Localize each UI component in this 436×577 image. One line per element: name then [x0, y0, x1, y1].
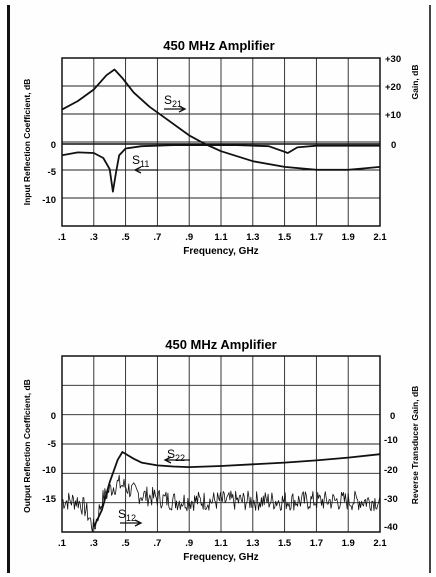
chart-2-y-left-tick: -5 [48, 439, 57, 450]
chart-1-x-tick: 1.5 [278, 232, 292, 243]
series-line-s21 [61, 68, 381, 171]
chart-2-series [61, 451, 381, 533]
chart-2-grid [62, 356, 380, 532]
chart-2-y-right-ticks: 0 -10 -20 -30 -40 [384, 411, 398, 533]
chart-2-y-right-tick: -10 [384, 435, 398, 446]
chart-1-x-axis-label: Frequency, GHz [183, 246, 258, 257]
chart-1-x-tick: .3 [90, 232, 98, 243]
chart-1-y-right-axis-label: Gain, dB [410, 65, 420, 100]
chart-2-x-tick: 1.5 [278, 538, 292, 549]
chart-2-x-tick: .1 [58, 538, 67, 549]
chart-1-y-right-tick: 0 [391, 140, 396, 151]
chart-2-x-tick: 1.1 [214, 538, 228, 549]
chart-1-x-tick: 2.1 [373, 232, 387, 243]
chart-1-x-tick: 1.9 [342, 232, 355, 243]
chart-1-y-right-tick: +20 [385, 82, 401, 93]
chart-2-x-axis-label: Frequency, GHz [183, 552, 258, 563]
chart-1-y-left-axis-label: Input Reflection Coefficient, dB [22, 79, 32, 206]
page-frame [7, 5, 431, 573]
chart-2-y-left-axis-label: Output Reflection Coefficient, dB [22, 379, 32, 513]
chart-2-y-right-axis-label: Reverse Transducer Gain, dB [410, 386, 420, 505]
series-line-s11 [61, 144, 380, 193]
chart-1-y-right-tick: +30 [385, 54, 401, 65]
series-line-s12 [61, 474, 381, 533]
chart-1-y-left-ticks: 0 -5 -10 [42, 140, 56, 206]
chart-1-series [61, 68, 381, 193]
chart-1-title: 450 MHz Amplifier [163, 38, 275, 53]
chart-2-plot-border [61, 355, 381, 533]
chart-2-x-tick: 1.3 [246, 538, 259, 549]
chart-1-x-tick: 1.1 [214, 232, 228, 243]
chart-2-s12-annotation: S12 [118, 507, 136, 523]
chart-2-x-tick: .3 [90, 538, 98, 549]
chart-2-title: 450 MHz Amplifier [165, 337, 277, 352]
chart-2-y-left-tick: -10 [42, 465, 56, 476]
chart-1-x-ticks: .1 .3 .5 .7 .9 1.1 1.3 1.5 1.7 1.9 2.1 [58, 232, 387, 243]
chart-1-x-tick: 1.3 [246, 232, 259, 243]
chart-2: 450 MHz Amplifier .1 .3 .5 .7 .9 1.1 1.3… [22, 337, 420, 563]
chart-1-y-right-ticks: +30 +20 +10 0 [385, 54, 401, 151]
chart-1-x-tick: 1.7 [310, 232, 323, 243]
chart-1-s21-arrow [164, 105, 187, 113]
chart-2-x-tick: .5 [122, 538, 131, 549]
chart-1-y-right-tick: +10 [385, 110, 401, 121]
chart-2-x-tick: 1.9 [342, 538, 355, 549]
chart-2-y-right-tick: -30 [384, 494, 398, 505]
chart-1-s21-annotation: S21 [164, 93, 182, 109]
chart-1-y-left-tick: -5 [48, 167, 57, 178]
chart-2-y-left-ticks: 0 -5 -10 -15 [42, 411, 56, 505]
chart-1-y-left-tick: 0 [51, 140, 56, 151]
chart-2-x-tick: .7 [153, 538, 161, 549]
chart-2-s12-arrow [120, 519, 143, 527]
chart-1-plot-border [61, 57, 381, 227]
chart-1: 450 MHz Amplifier .1 .3 .5 .7 .9 1.1 1.3… [22, 38, 420, 257]
chart-2-x-tick: .9 [185, 538, 193, 549]
chart-1-x-tick: .9 [185, 232, 193, 243]
chart-2-s22-arrow [163, 456, 190, 464]
series-line-s22 [92, 451, 381, 528]
chart-1-s11-arrow [133, 166, 158, 174]
chart-2-x-ticks: .1 .3 .5 .7 .9 1.1 1.3 1.5 1.7 1.9 2.1 [58, 538, 387, 549]
chart-1-y-left-tick: -10 [42, 195, 56, 206]
chart-2-x-tick: 2.1 [373, 538, 387, 549]
chart-2-y-left-tick: -15 [42, 494, 56, 505]
chart-2-y-right-tick: -40 [384, 522, 398, 533]
chart-2-y-right-tick: 0 [390, 411, 395, 422]
chart-1-grid [62, 58, 380, 226]
chart-1-s11-annotation: S11 [132, 153, 149, 169]
chart-2-x-tick: 1.7 [310, 538, 323, 549]
chart-1-x-tick: .1 [58, 232, 67, 243]
chart-2-s22-annotation: S22 [167, 447, 185, 463]
chart-1-x-tick: .5 [122, 232, 131, 243]
chart-1-x-tick: .7 [153, 232, 161, 243]
chart-2-y-left-tick: 0 [51, 411, 56, 422]
chart-2-y-right-tick: -20 [384, 465, 398, 476]
